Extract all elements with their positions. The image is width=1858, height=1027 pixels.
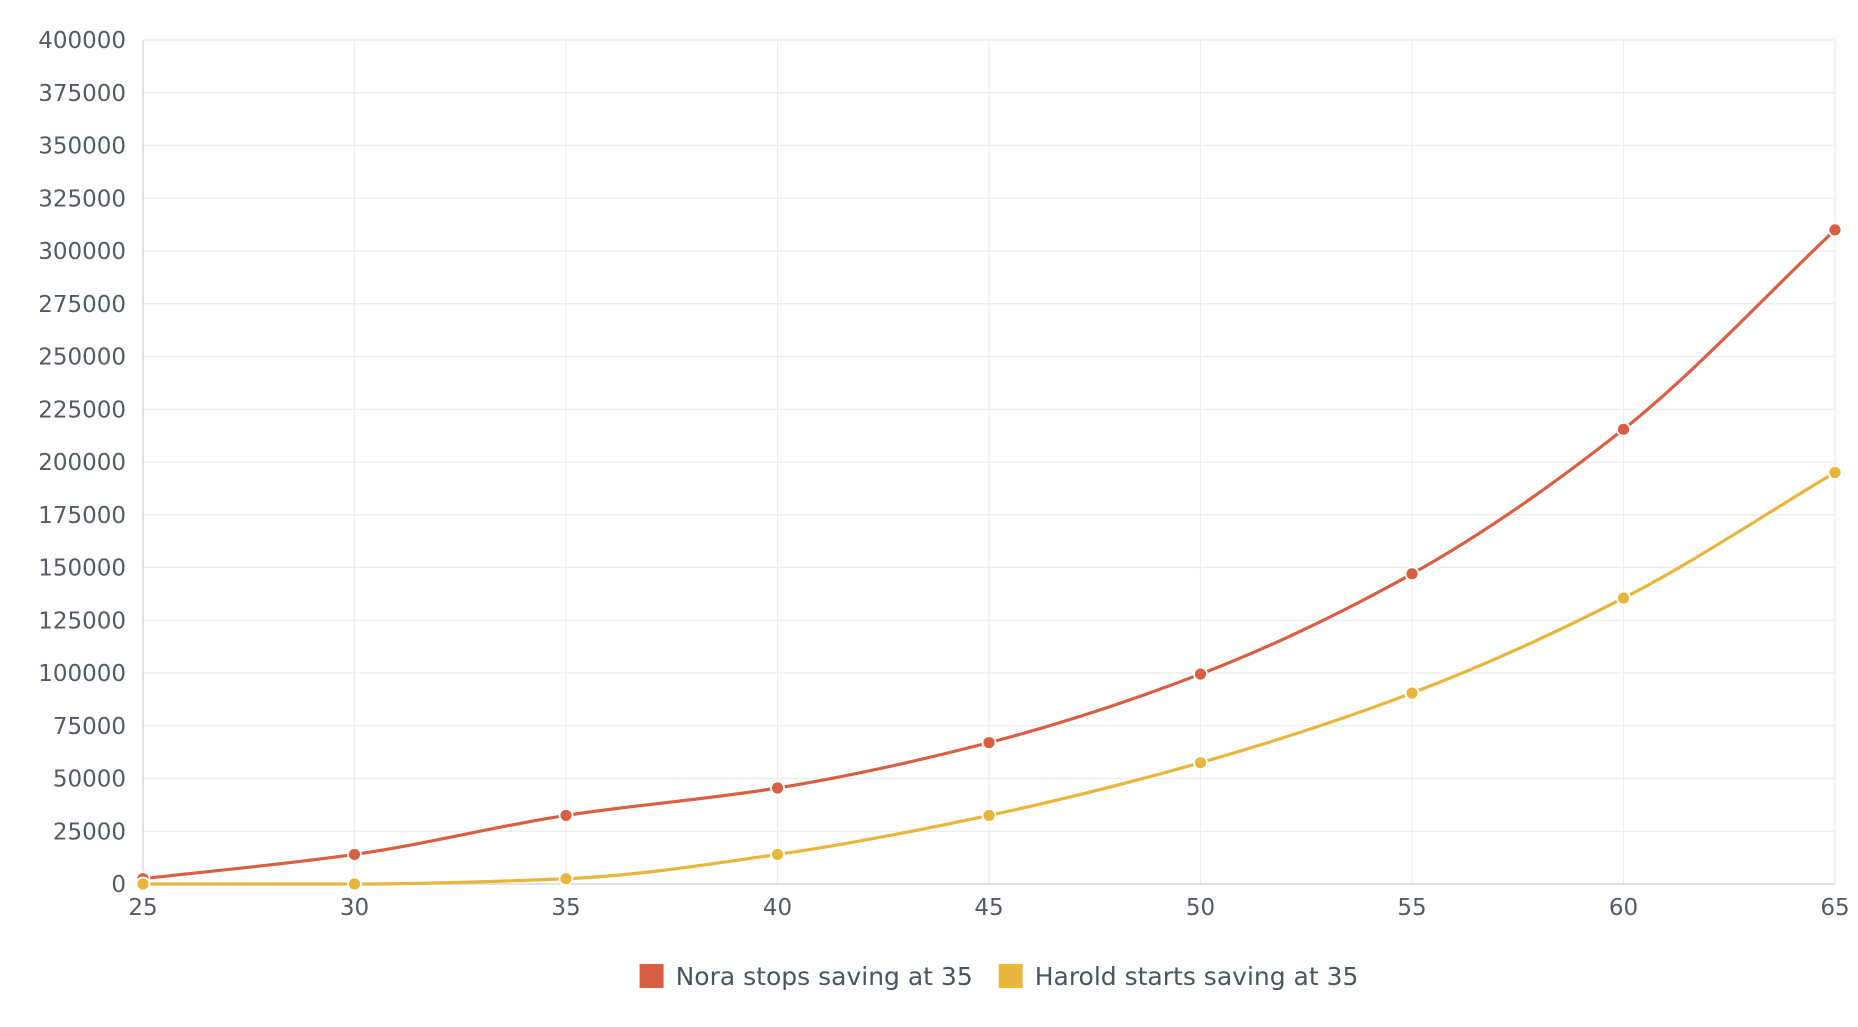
- y-tick-label: 325000: [38, 186, 126, 212]
- y-tick-label: 175000: [38, 503, 126, 529]
- data-point-series-2[interactable]: [981, 808, 997, 823]
- data-point-series-2[interactable]: [1827, 465, 1843, 480]
- y-tick-label: 400000: [38, 28, 126, 54]
- data-point-series-2[interactable]: [770, 847, 785, 862]
- data-point-series-2[interactable]: [135, 876, 151, 892]
- data-point-series-1[interactable]: [1827, 222, 1843, 238]
- data-point-series-1[interactable]: [770, 780, 785, 796]
- x-tick-label: 60: [1609, 895, 1638, 921]
- grid: [142, 39, 1836, 884]
- axes: 0 25000 50000 75000 100000 125000 150000 175000…: [38, 28, 1849, 921]
- x-tick-label: 50: [1186, 895, 1215, 921]
- x-tick-label: 35: [551, 895, 580, 921]
- data-point-series-2[interactable]: [1616, 590, 1631, 606]
- data-point-series-1[interactable]: [1193, 666, 1208, 682]
- x-tick-label: 45: [974, 895, 1003, 921]
- data-point-series-1[interactable]: [981, 735, 997, 751]
- y-tick-label: 150000: [38, 556, 126, 582]
- data-point-series-2[interactable]: [558, 871, 574, 887]
- y-tick-label: 25000: [53, 819, 126, 845]
- y-tick-label: 225000: [38, 397, 126, 423]
- y-tick-label: 350000: [38, 134, 126, 160]
- data-point-series-2[interactable]: [347, 876, 362, 892]
- legend-item-2[interactable]: Harold starts saving at 35: [998, 962, 1359, 991]
- y-tick-label: 250000: [38, 345, 126, 371]
- y-tick-label: 50000: [53, 767, 126, 793]
- legend-swatch: [639, 964, 664, 988]
- legend-swatch: [998, 964, 1023, 988]
- x-tick-label: 40: [763, 895, 792, 921]
- y-tick-label: 300000: [38, 239, 126, 265]
- y-tick-label: 375000: [38, 81, 126, 107]
- data-point-series-1[interactable]: [1404, 566, 1420, 582]
- y-tick-label: 200000: [38, 450, 126, 476]
- y-tick-label: 75000: [53, 714, 126, 740]
- x-tick-label: 25: [128, 895, 157, 921]
- data-point-series-2[interactable]: [1404, 685, 1420, 701]
- series-line-1: [141, 228, 1837, 881]
- legend-label: Nora stops saving at 35: [676, 962, 973, 991]
- legend-item-1[interactable]: Nora stops saving at 35: [639, 962, 973, 991]
- y-tick-label: 125000: [38, 608, 126, 634]
- data-points: [135, 222, 1843, 892]
- data-point-series-1[interactable]: [558, 808, 574, 823]
- x-tick-label: 65: [1820, 895, 1849, 921]
- y-tick-label: 275000: [38, 292, 126, 318]
- x-tick-label: 55: [1397, 895, 1426, 921]
- data-point-series-1[interactable]: [1616, 421, 1631, 437]
- legend-label: Harold starts saving at 35: [1035, 962, 1359, 991]
- data-point-series-2[interactable]: [1193, 755, 1208, 771]
- y-tick-label: 100000: [38, 661, 126, 687]
- x-tick-label: 30: [340, 895, 369, 921]
- legend[interactable]: Nora stops saving at 35 Harold starts sav…: [639, 962, 1359, 991]
- data-point-series-1[interactable]: [347, 847, 362, 862]
- y-tick-label: 0: [111, 872, 126, 898]
